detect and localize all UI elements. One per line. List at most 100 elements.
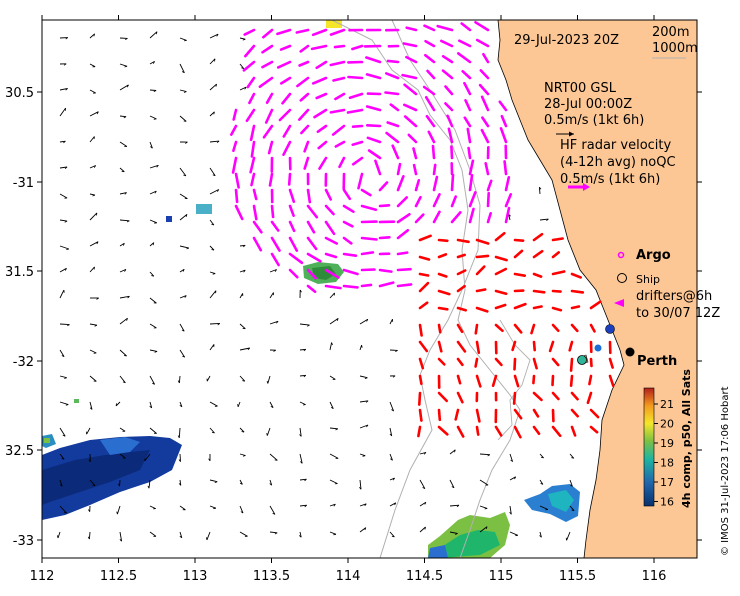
radar-arrow xyxy=(477,290,485,292)
radar-arrow xyxy=(420,325,422,335)
model-name-label: NRT00 GSL xyxy=(544,81,617,96)
drifters-period-label: to 30/07 12Z xyxy=(636,306,720,321)
radar-arrow xyxy=(571,359,572,371)
radar-arrow xyxy=(571,376,572,386)
radar-arrow xyxy=(589,376,591,384)
colorbar-tick-label: 19 xyxy=(660,437,674,450)
sst-colorbar xyxy=(644,388,654,506)
model-arrow xyxy=(362,270,375,271)
perth-label: Perth xyxy=(637,354,677,369)
argo-legend-label: Argo xyxy=(636,248,671,263)
current-arrowhead xyxy=(96,213,97,216)
radar-arrow xyxy=(477,427,478,435)
current-arrowhead xyxy=(333,534,336,535)
model-arrow xyxy=(434,165,435,174)
model-arrow xyxy=(505,161,506,174)
colorbar-tick-label: 20 xyxy=(660,418,674,431)
y-tick-label: -33 xyxy=(13,534,34,549)
x-tick-label: 116 xyxy=(642,569,667,584)
y-tick-label: 30.5 xyxy=(5,86,34,101)
model-arrow xyxy=(398,253,407,254)
model-arrow xyxy=(398,269,411,270)
model-arrow xyxy=(452,175,453,190)
current-arrowhead xyxy=(116,403,117,406)
y-tick-label: -32 xyxy=(13,355,34,370)
radar-arrow xyxy=(439,410,440,420)
current-arrow xyxy=(150,90,156,91)
model-arrow xyxy=(335,46,344,47)
hf-radar-title-label: HF radar velocity xyxy=(560,138,672,153)
ship-marker-teal xyxy=(578,356,587,365)
model-arrow xyxy=(289,174,290,185)
radar-arrow xyxy=(476,359,477,367)
model-arrow xyxy=(433,146,434,158)
model-arrow xyxy=(380,270,391,272)
radar-arrow xyxy=(572,291,583,292)
sst-colorbar-label: 4h comp, p50, All Sats xyxy=(680,369,693,508)
y-tick-label: 32.5 xyxy=(5,444,34,459)
radar-arrow xyxy=(418,427,420,436)
radar-arrow xyxy=(553,291,561,292)
y-tick-label: 31.5 xyxy=(5,265,34,280)
hf-radar-avg-label: (4-12h avg) noQC xyxy=(560,155,676,170)
model-arrow xyxy=(344,286,358,287)
model-arrow xyxy=(362,285,371,286)
colorbar-tick-label: 17 xyxy=(660,476,674,489)
x-tick-label: 114.5 xyxy=(406,569,443,584)
model-arrow xyxy=(386,93,399,95)
model-arrow xyxy=(380,237,389,238)
model-arrow xyxy=(388,61,398,62)
radar-arrow xyxy=(515,240,523,241)
radar-arrow xyxy=(419,393,420,405)
radar-arrow xyxy=(458,240,469,242)
depth-label-1000m: 1000m xyxy=(652,41,698,56)
current-arrow xyxy=(210,323,220,324)
x-tick-label: 112 xyxy=(30,569,55,584)
radar-arrow xyxy=(591,359,592,366)
x-tick-label: 114 xyxy=(336,569,361,584)
current-arrow xyxy=(89,532,90,539)
colorbar-tick-label: 18 xyxy=(660,457,674,470)
model-arrow xyxy=(451,147,452,159)
radar-arrow xyxy=(476,325,477,333)
model-arrow xyxy=(272,206,273,217)
radar-arrow xyxy=(514,393,515,404)
x-tick-label: 115 xyxy=(489,569,514,584)
y-tick-label: -31 xyxy=(13,176,34,191)
date-label: 29-Jul-2023 20Z xyxy=(514,33,619,48)
radar-arrow xyxy=(439,325,440,332)
radar-arrow xyxy=(553,376,554,385)
drifter-marker xyxy=(606,325,615,334)
model-arrow xyxy=(362,238,377,240)
model-arrow xyxy=(380,205,389,206)
x-tick-label: 115.5 xyxy=(559,569,596,584)
model-arrow xyxy=(344,254,356,256)
radar-arrow xyxy=(533,376,534,383)
radar-arrow xyxy=(553,239,563,241)
radar-arrow xyxy=(572,307,579,309)
radar-arrow xyxy=(534,342,535,350)
hf-radar-scale-label: 0.5m/s (1kt 6h) xyxy=(560,172,660,187)
model-time-label: 28-Jul 00:00Z xyxy=(544,97,632,112)
radar-arrow xyxy=(439,308,447,309)
radar-arrow xyxy=(477,342,479,353)
radar-arrow xyxy=(515,359,516,369)
current-arrowhead xyxy=(124,356,127,357)
radar-arrow xyxy=(515,274,525,276)
current-arrowhead xyxy=(213,508,216,509)
radar-arrow xyxy=(477,256,488,257)
x-tick-label: 113 xyxy=(183,569,208,584)
radar-arrow xyxy=(420,410,421,421)
model-arrow xyxy=(349,77,363,78)
x-tick-label: 112.5 xyxy=(100,569,137,584)
drifter-marker-small xyxy=(595,345,602,352)
current-arrowhead xyxy=(238,404,239,407)
model-arrow xyxy=(362,252,373,254)
current-arrowhead xyxy=(184,40,187,41)
model-scale-label: 0.5m/s (1kt 6h) xyxy=(544,113,644,128)
model-arrow xyxy=(488,193,489,206)
colorbar-tick-label: 21 xyxy=(660,398,674,411)
credit-label: © IMOS 31-Jul-2023 17:06 Hobart xyxy=(720,386,731,556)
current-arrow xyxy=(179,376,180,383)
